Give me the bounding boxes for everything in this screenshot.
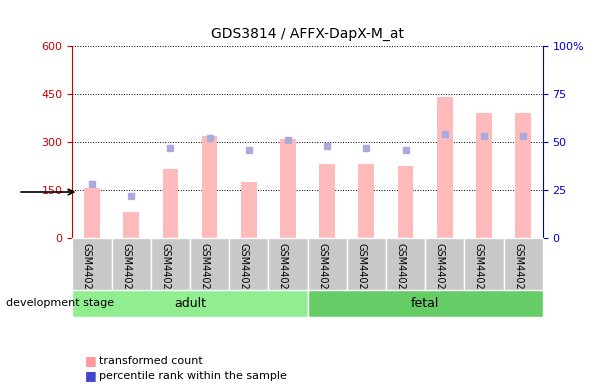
Text: GSM440236: GSM440236 — [160, 243, 171, 302]
FancyBboxPatch shape — [268, 238, 308, 290]
FancyBboxPatch shape — [112, 238, 151, 290]
FancyBboxPatch shape — [308, 290, 543, 317]
Bar — [320, 164, 335, 238]
Text: GSM440238: GSM440238 — [239, 243, 249, 302]
FancyBboxPatch shape — [347, 238, 386, 290]
Title: GDS3814 / AFFX-DapX-M_at: GDS3814 / AFFX-DapX-M_at — [211, 27, 404, 41]
Text: ■: ■ — [84, 354, 96, 367]
FancyBboxPatch shape — [425, 238, 464, 290]
Text: percentile rank within the sample: percentile rank within the sample — [99, 371, 288, 381]
Bar — [84, 189, 100, 238]
Text: transformed count: transformed count — [99, 356, 203, 366]
Bar — [201, 136, 217, 238]
FancyBboxPatch shape — [72, 238, 112, 290]
Text: GSM440241: GSM440241 — [356, 243, 367, 302]
Bar — [241, 182, 257, 238]
Text: GSM440245: GSM440245 — [513, 243, 523, 302]
Text: GSM440234: GSM440234 — [82, 243, 92, 302]
FancyBboxPatch shape — [72, 290, 308, 317]
Text: GSM440235: GSM440235 — [121, 243, 131, 302]
Bar — [280, 139, 295, 238]
Text: GSM440237: GSM440237 — [200, 243, 210, 302]
Bar — [437, 97, 452, 238]
Bar — [515, 113, 531, 238]
Text: GSM440242: GSM440242 — [396, 243, 405, 302]
Bar — [476, 113, 492, 238]
Text: GSM440244: GSM440244 — [474, 243, 484, 302]
Bar — [163, 169, 178, 238]
Bar — [358, 164, 374, 238]
Text: GSM440243: GSM440243 — [435, 243, 444, 302]
FancyBboxPatch shape — [308, 238, 347, 290]
Bar — [124, 212, 139, 238]
FancyBboxPatch shape — [504, 238, 543, 290]
FancyBboxPatch shape — [464, 238, 504, 290]
FancyBboxPatch shape — [190, 238, 229, 290]
FancyBboxPatch shape — [386, 238, 425, 290]
Text: GSM440239: GSM440239 — [278, 243, 288, 302]
Text: fetal: fetal — [411, 297, 440, 310]
Text: ■: ■ — [84, 369, 96, 382]
FancyBboxPatch shape — [151, 238, 190, 290]
FancyBboxPatch shape — [229, 238, 268, 290]
Text: development stage: development stage — [6, 298, 114, 308]
Text: GSM440240: GSM440240 — [317, 243, 327, 302]
Bar — [398, 166, 414, 238]
Text: adult: adult — [174, 297, 206, 310]
